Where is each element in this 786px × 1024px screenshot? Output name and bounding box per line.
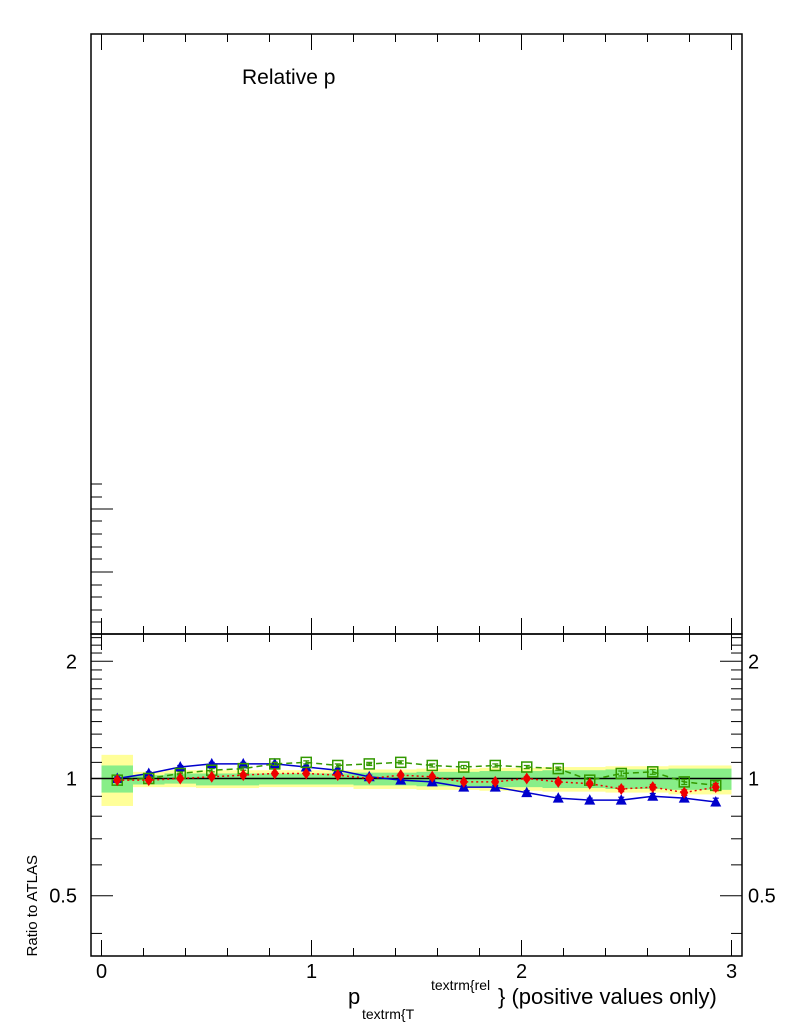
- data-point-diamond: [396, 769, 405, 782]
- data-point-triangle: [300, 761, 312, 772]
- tick-labels: 0 1 2 3 0.5 0.5 1 1 2 2: [49, 651, 776, 983]
- data-point-diamond: [680, 786, 689, 799]
- data-point-diamond: [302, 767, 311, 780]
- data-point-square: [395, 756, 407, 769]
- y-tick-label-right: 2: [748, 651, 759, 673]
- data-point-triangle: [710, 796, 722, 807]
- band-inner: [196, 773, 259, 786]
- ratio-series: [111, 756, 722, 807]
- data-point-diamond: [144, 774, 153, 787]
- y-tick-label: 0.5: [49, 886, 77, 908]
- data-point-diamond: [176, 772, 185, 785]
- ratio-panel-frame: [90, 633, 743, 957]
- data-point-diamond: [554, 775, 563, 788]
- y-tick-label-right: 0.5: [748, 886, 776, 908]
- x-axis-label-subscript: textrm{T: [362, 1006, 415, 1022]
- data-point-triangle: [584, 794, 596, 805]
- x-tick-label: 3: [726, 961, 737, 983]
- upper-panel: Relative p: [90, 33, 743, 635]
- ratio-panel-ticks: [91, 634, 742, 956]
- upper-panel-ticks: [91, 34, 732, 634]
- data-point-square: [647, 766, 659, 778]
- data-point-square: [426, 759, 438, 772]
- data-point-diamond: [522, 772, 531, 785]
- data-point-triangle: [647, 790, 659, 801]
- data-point-diamond: [648, 781, 657, 794]
- band-inner: [668, 768, 732, 790]
- data-point-triangle: [552, 792, 564, 803]
- data-point-square: [489, 759, 501, 772]
- data-point-diamond: [428, 770, 437, 783]
- y-axis-label: Ratio to ATLAS: [24, 855, 41, 956]
- data-point-diamond: [239, 769, 248, 782]
- series-line: [117, 763, 716, 803]
- data-point-square: [363, 758, 375, 770]
- data-point-diamond: [113, 774, 122, 787]
- series-diamond: [113, 767, 720, 799]
- data-point-square: [615, 767, 627, 780]
- data-point-diamond: [711, 781, 720, 794]
- data-point-square: [552, 762, 564, 775]
- upper-panel-frame: [90, 33, 743, 635]
- data-point-diamond: [207, 770, 216, 783]
- data-point-square: [521, 761, 533, 773]
- upper-panel-title: Relative p: [242, 66, 335, 89]
- data-point-diamond: [617, 782, 626, 795]
- data-point-diamond: [585, 777, 594, 790]
- data-point-square: [458, 761, 470, 773]
- x-axis-label-main: p: [348, 984, 360, 1009]
- data-point-diamond: [491, 775, 500, 788]
- y-tick-label-right: 1: [748, 768, 759, 790]
- data-point-diamond: [365, 772, 374, 785]
- data-point-diamond: [270, 767, 279, 780]
- y-tick-label: 2: [66, 651, 77, 673]
- x-tick-label: 1: [306, 961, 317, 983]
- x-axis-label-tail: } (positive values only): [498, 984, 717, 1009]
- data-point-diamond: [459, 775, 468, 788]
- x-tick-label: 2: [516, 961, 527, 983]
- series-line: [117, 772, 716, 794]
- data-point-diamond: [333, 769, 342, 782]
- data-point-triangle: [615, 794, 627, 805]
- data-point-square: [300, 756, 312, 769]
- x-axis-label-superscript: textrm{rel: [431, 977, 490, 993]
- ratio-panel: 0 1 2 3 0.5 0.5 1 1 2 2 Ratio to ATLAS p textrm{T…: [24, 633, 776, 1022]
- data-point-triangle: [521, 786, 533, 798]
- x-axis-label: p textrm{T textrm{rel } (positive values…: [348, 977, 717, 1022]
- x-tick-label: 0: [96, 961, 107, 983]
- y-tick-label: 1: [66, 768, 77, 790]
